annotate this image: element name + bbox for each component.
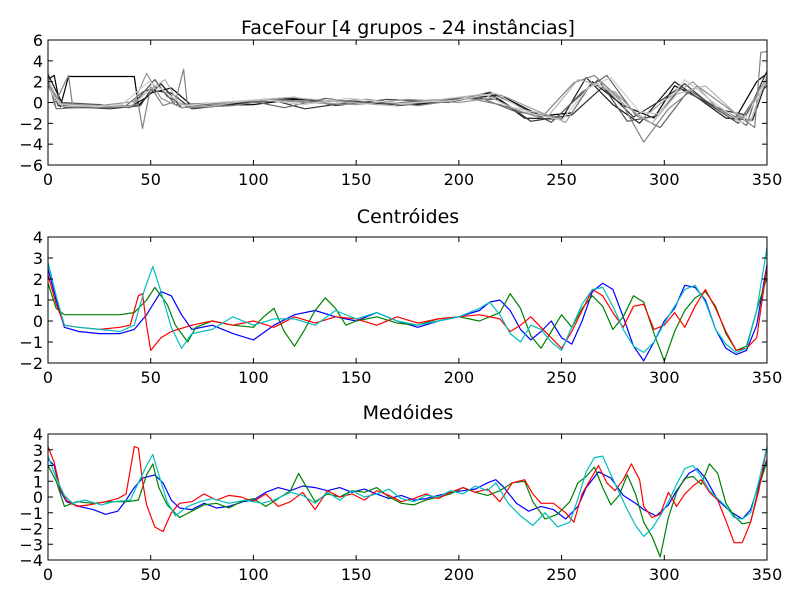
x-tick-label: 0 bbox=[43, 565, 53, 584]
x-tick-label: 200 bbox=[444, 565, 475, 584]
y-tick-label: 6 bbox=[33, 31, 43, 50]
x-tick-label: 100 bbox=[238, 170, 269, 189]
x-tick-label: 50 bbox=[141, 565, 161, 584]
panel-medoids: Medóides 0 50 100 150 200 250 300 350−4−3−2−101… bbox=[19, 402, 782, 584]
y-tick-label: −4 bbox=[19, 135, 43, 154]
panel-title-medoids: Medóides bbox=[363, 402, 454, 424]
y-tick-label: 3 bbox=[33, 441, 43, 460]
x-tick-label: 200 bbox=[444, 170, 475, 189]
series-line-2 bbox=[48, 446, 767, 544]
y-tick-label: 0 bbox=[33, 94, 43, 113]
x-tick-label: 100 bbox=[238, 565, 269, 584]
y-tick-label: −2 bbox=[19, 520, 43, 539]
panel-centroids: Centróides 0 50 100 150 200 250 300 350−2−10123… bbox=[19, 206, 782, 387]
y-tick-label: 1 bbox=[33, 291, 43, 310]
y-tick-label: −2 bbox=[19, 114, 43, 133]
x-tick-label: 100 bbox=[238, 368, 269, 387]
y-tick-label: 4 bbox=[33, 228, 43, 247]
panel-facefour: FaceFour [4 grupos - 24 instâncias] 0 50 1… bbox=[19, 17, 782, 189]
y-tick-label: −3 bbox=[19, 535, 43, 554]
x-tick-label: 350 bbox=[752, 565, 783, 584]
x-tick-label: 150 bbox=[341, 170, 372, 189]
y-tick-label: 3 bbox=[33, 249, 43, 268]
y-tick-label: 4 bbox=[33, 52, 43, 71]
y-tick-label: 4 bbox=[33, 425, 43, 444]
x-tick-label: 200 bbox=[444, 368, 475, 387]
series-group bbox=[48, 446, 767, 558]
y-tick-label: −2 bbox=[19, 354, 43, 373]
x-tick-label: 250 bbox=[546, 565, 577, 584]
x-tick-label: 50 bbox=[141, 368, 161, 387]
axes-frame bbox=[47, 433, 768, 561]
y-tick-label: −1 bbox=[19, 333, 43, 352]
series-group bbox=[48, 247, 767, 362]
series-line-7 bbox=[48, 75, 767, 124]
y-tick-label: 2 bbox=[33, 73, 43, 92]
series-line-2 bbox=[48, 266, 767, 351]
y-tick-label: −6 bbox=[19, 156, 43, 175]
series-line-3 bbox=[48, 247, 767, 354]
x-tick-label: 300 bbox=[649, 368, 680, 387]
y-tick-label: −4 bbox=[19, 551, 43, 570]
y-tick-label: 0 bbox=[33, 488, 43, 507]
x-tick-label: 350 bbox=[752, 368, 783, 387]
x-tick-label: 300 bbox=[649, 170, 680, 189]
x-tick-label: 250 bbox=[546, 170, 577, 189]
series-line-1 bbox=[48, 276, 767, 362]
panel-title-facefour: FaceFour [4 grupos - 24 instâncias] bbox=[241, 17, 575, 39]
series-group bbox=[48, 50, 767, 143]
x-tick-label: 0 bbox=[43, 170, 53, 189]
series-line-1 bbox=[48, 460, 767, 558]
y-tick-label: 2 bbox=[33, 270, 43, 289]
series-line-3 bbox=[48, 446, 767, 537]
x-tick-label: 150 bbox=[341, 565, 372, 584]
x-tick-label: 300 bbox=[649, 565, 680, 584]
panel-title-centroids: Centróides bbox=[357, 206, 459, 228]
x-tick-label: 150 bbox=[341, 368, 372, 387]
y-tick-label: 0 bbox=[33, 312, 43, 331]
y-tick-label: 1 bbox=[33, 472, 43, 491]
x-tick-label: 50 bbox=[141, 170, 161, 189]
x-tick-label: 350 bbox=[752, 170, 783, 189]
series-line-8 bbox=[48, 76, 767, 124]
x-tick-label: 250 bbox=[546, 368, 577, 387]
series-line-5 bbox=[48, 50, 767, 143]
y-tick-label: 2 bbox=[33, 457, 43, 476]
series-line-2 bbox=[48, 71, 767, 122]
y-tick-label: −1 bbox=[19, 504, 43, 523]
x-tick-label: 0 bbox=[43, 368, 53, 387]
series-line-0 bbox=[48, 458, 767, 520]
